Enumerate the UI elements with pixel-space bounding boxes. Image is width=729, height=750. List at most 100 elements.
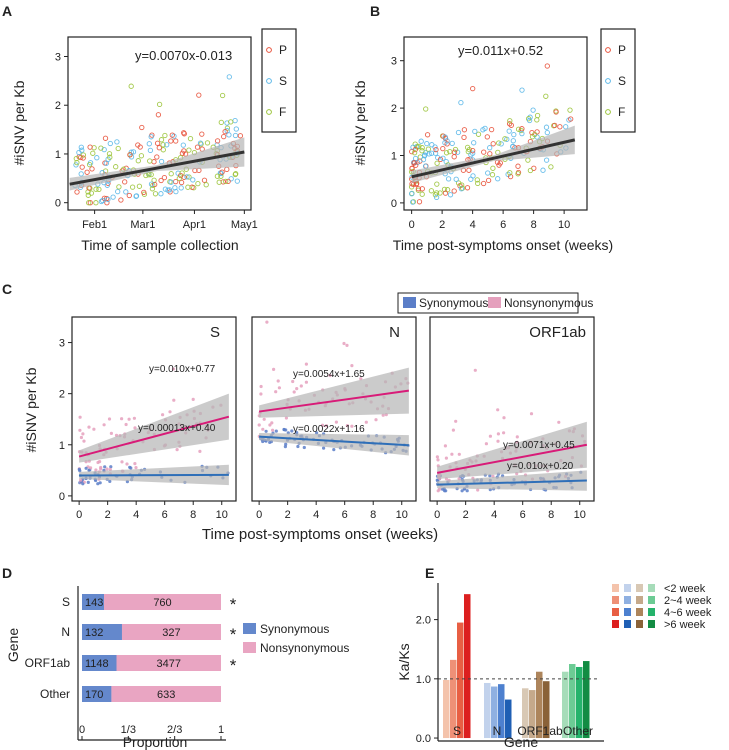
panel-c-syn-fit-line (79, 473, 229, 477)
pA-point (225, 178, 231, 185)
panel-e-bar (543, 681, 550, 739)
panel-d-bar-synonymous (82, 624, 122, 640)
pA-point (197, 140, 204, 146)
pB-point (411, 160, 417, 166)
panel-c-syn-equation: y=0.010x+0.20 (507, 461, 574, 472)
panel-d-significance: * (230, 595, 237, 614)
panel-e-bar (464, 594, 471, 739)
panel-b-frame (403, 36, 588, 211)
panel-d-legend-syn-swatch (243, 623, 256, 634)
pA-point (139, 124, 145, 131)
pA-y-tick-label: 1 (55, 149, 61, 161)
pB-point (442, 134, 448, 140)
pB-point (474, 177, 480, 183)
panel-e-x-tick-label: Other (563, 724, 593, 738)
panel-c-x-label: Time post-symptoms onset (weeks) (202, 526, 438, 543)
pA-legend-label: P (279, 43, 287, 57)
pA-point (218, 170, 224, 177)
panel-c-point (557, 420, 561, 424)
panel-b-legend-box (600, 28, 636, 133)
pB-y-tick-label: 0 (391, 198, 397, 210)
pA-point (176, 175, 182, 182)
panel-c-point (328, 373, 332, 378)
panel-b-y-label: #iSNV per Kb (352, 80, 368, 165)
pA-legend-label: F (279, 105, 286, 119)
pB-legend-marker (605, 47, 611, 53)
pA-point (186, 174, 192, 180)
panel-e-bar (536, 671, 543, 739)
pA-point (187, 135, 194, 142)
panel-e-y-label: Ka/Ks (396, 643, 412, 680)
panel-c-x-tick-label: 4 (133, 509, 139, 521)
pB-point (502, 136, 508, 142)
panel-d-x-label: Proportion (123, 734, 188, 750)
pB-point (415, 186, 422, 192)
pB-point (496, 140, 502, 146)
pA-point (232, 171, 238, 178)
panel-c-point (257, 423, 261, 427)
panel-e-x-tick-label: S (453, 724, 461, 738)
panel-d-bars: 143 760 S * 132 327 N * 1148 3477 ORF1ab * 170 633 Oth… (25, 594, 237, 702)
pB-point (432, 192, 439, 198)
pB-point (412, 146, 418, 153)
panel-c-y-ticks: 0 1 2 3 (59, 338, 72, 503)
panel-c-facet-frame (71, 316, 237, 502)
panel-e-legend-swatch (648, 584, 655, 592)
pB-point (416, 199, 423, 205)
panel-c-point (345, 343, 349, 347)
panel-c-syn-equation: y=0.00013x+0.40 (138, 423, 216, 434)
pB-point (461, 134, 467, 141)
pB-point (495, 176, 501, 182)
panel-e-legend-label: >6 week (664, 619, 706, 631)
panel-e-bar (529, 690, 536, 739)
pB-point (543, 124, 550, 130)
panel-e-bar (562, 671, 569, 739)
panel-e-bar (498, 684, 505, 739)
pB-point (437, 156, 444, 163)
panel-c-point (78, 428, 82, 432)
panel-d: 143 760 S * 132 327 N * 1148 3477 ORF1ab * 170 633 Oth… (5, 586, 349, 750)
panel-c-point (277, 386, 281, 390)
pB-point (527, 167, 534, 174)
pB-legend-marker (605, 78, 611, 84)
panel-e-bar (569, 664, 576, 739)
panel-c-point (502, 431, 506, 435)
pA-point (203, 182, 209, 188)
panel-c-point (127, 417, 131, 421)
pA-point (118, 197, 124, 203)
panel-c-point (322, 446, 326, 450)
panel-c-point (125, 462, 129, 466)
panel-c-point (451, 428, 455, 432)
pB-legend-label: S (618, 74, 626, 88)
pA-point (180, 142, 186, 148)
pB-point (424, 140, 430, 147)
pA-point (102, 135, 109, 141)
panel-e-bar (484, 682, 491, 739)
pA-point (146, 141, 152, 147)
panel-c-syn-equation: y=0.0022x+1.16 (293, 424, 365, 435)
pA-point (154, 140, 161, 146)
panel-d-legend-nonsyn-swatch (243, 642, 256, 653)
panel-c-point (332, 448, 336, 452)
pA-point (228, 119, 234, 125)
pB-point (429, 142, 435, 148)
pB-point (481, 149, 487, 155)
pB-legend-label: F (618, 105, 625, 119)
panel-b-confidence-band (411, 125, 575, 183)
panel-e-bars (443, 594, 590, 739)
panel-c-nonsyn-band (259, 367, 409, 418)
panel-c-point (284, 442, 288, 446)
panel-c-point (133, 426, 137, 430)
panel-c-point (168, 410, 172, 414)
pB-point (515, 171, 521, 177)
panel-b-y-ticks: 0 1 2 3 (391, 56, 404, 210)
pA-point (79, 164, 85, 170)
pA-point (158, 158, 165, 165)
pB-point (507, 170, 513, 176)
panel-e-legend-swatch (624, 620, 631, 628)
panel-c-point (473, 368, 477, 372)
panel-e-bar (522, 688, 529, 739)
panel-e-legend-swatch (624, 608, 631, 616)
pA-point (87, 200, 93, 206)
